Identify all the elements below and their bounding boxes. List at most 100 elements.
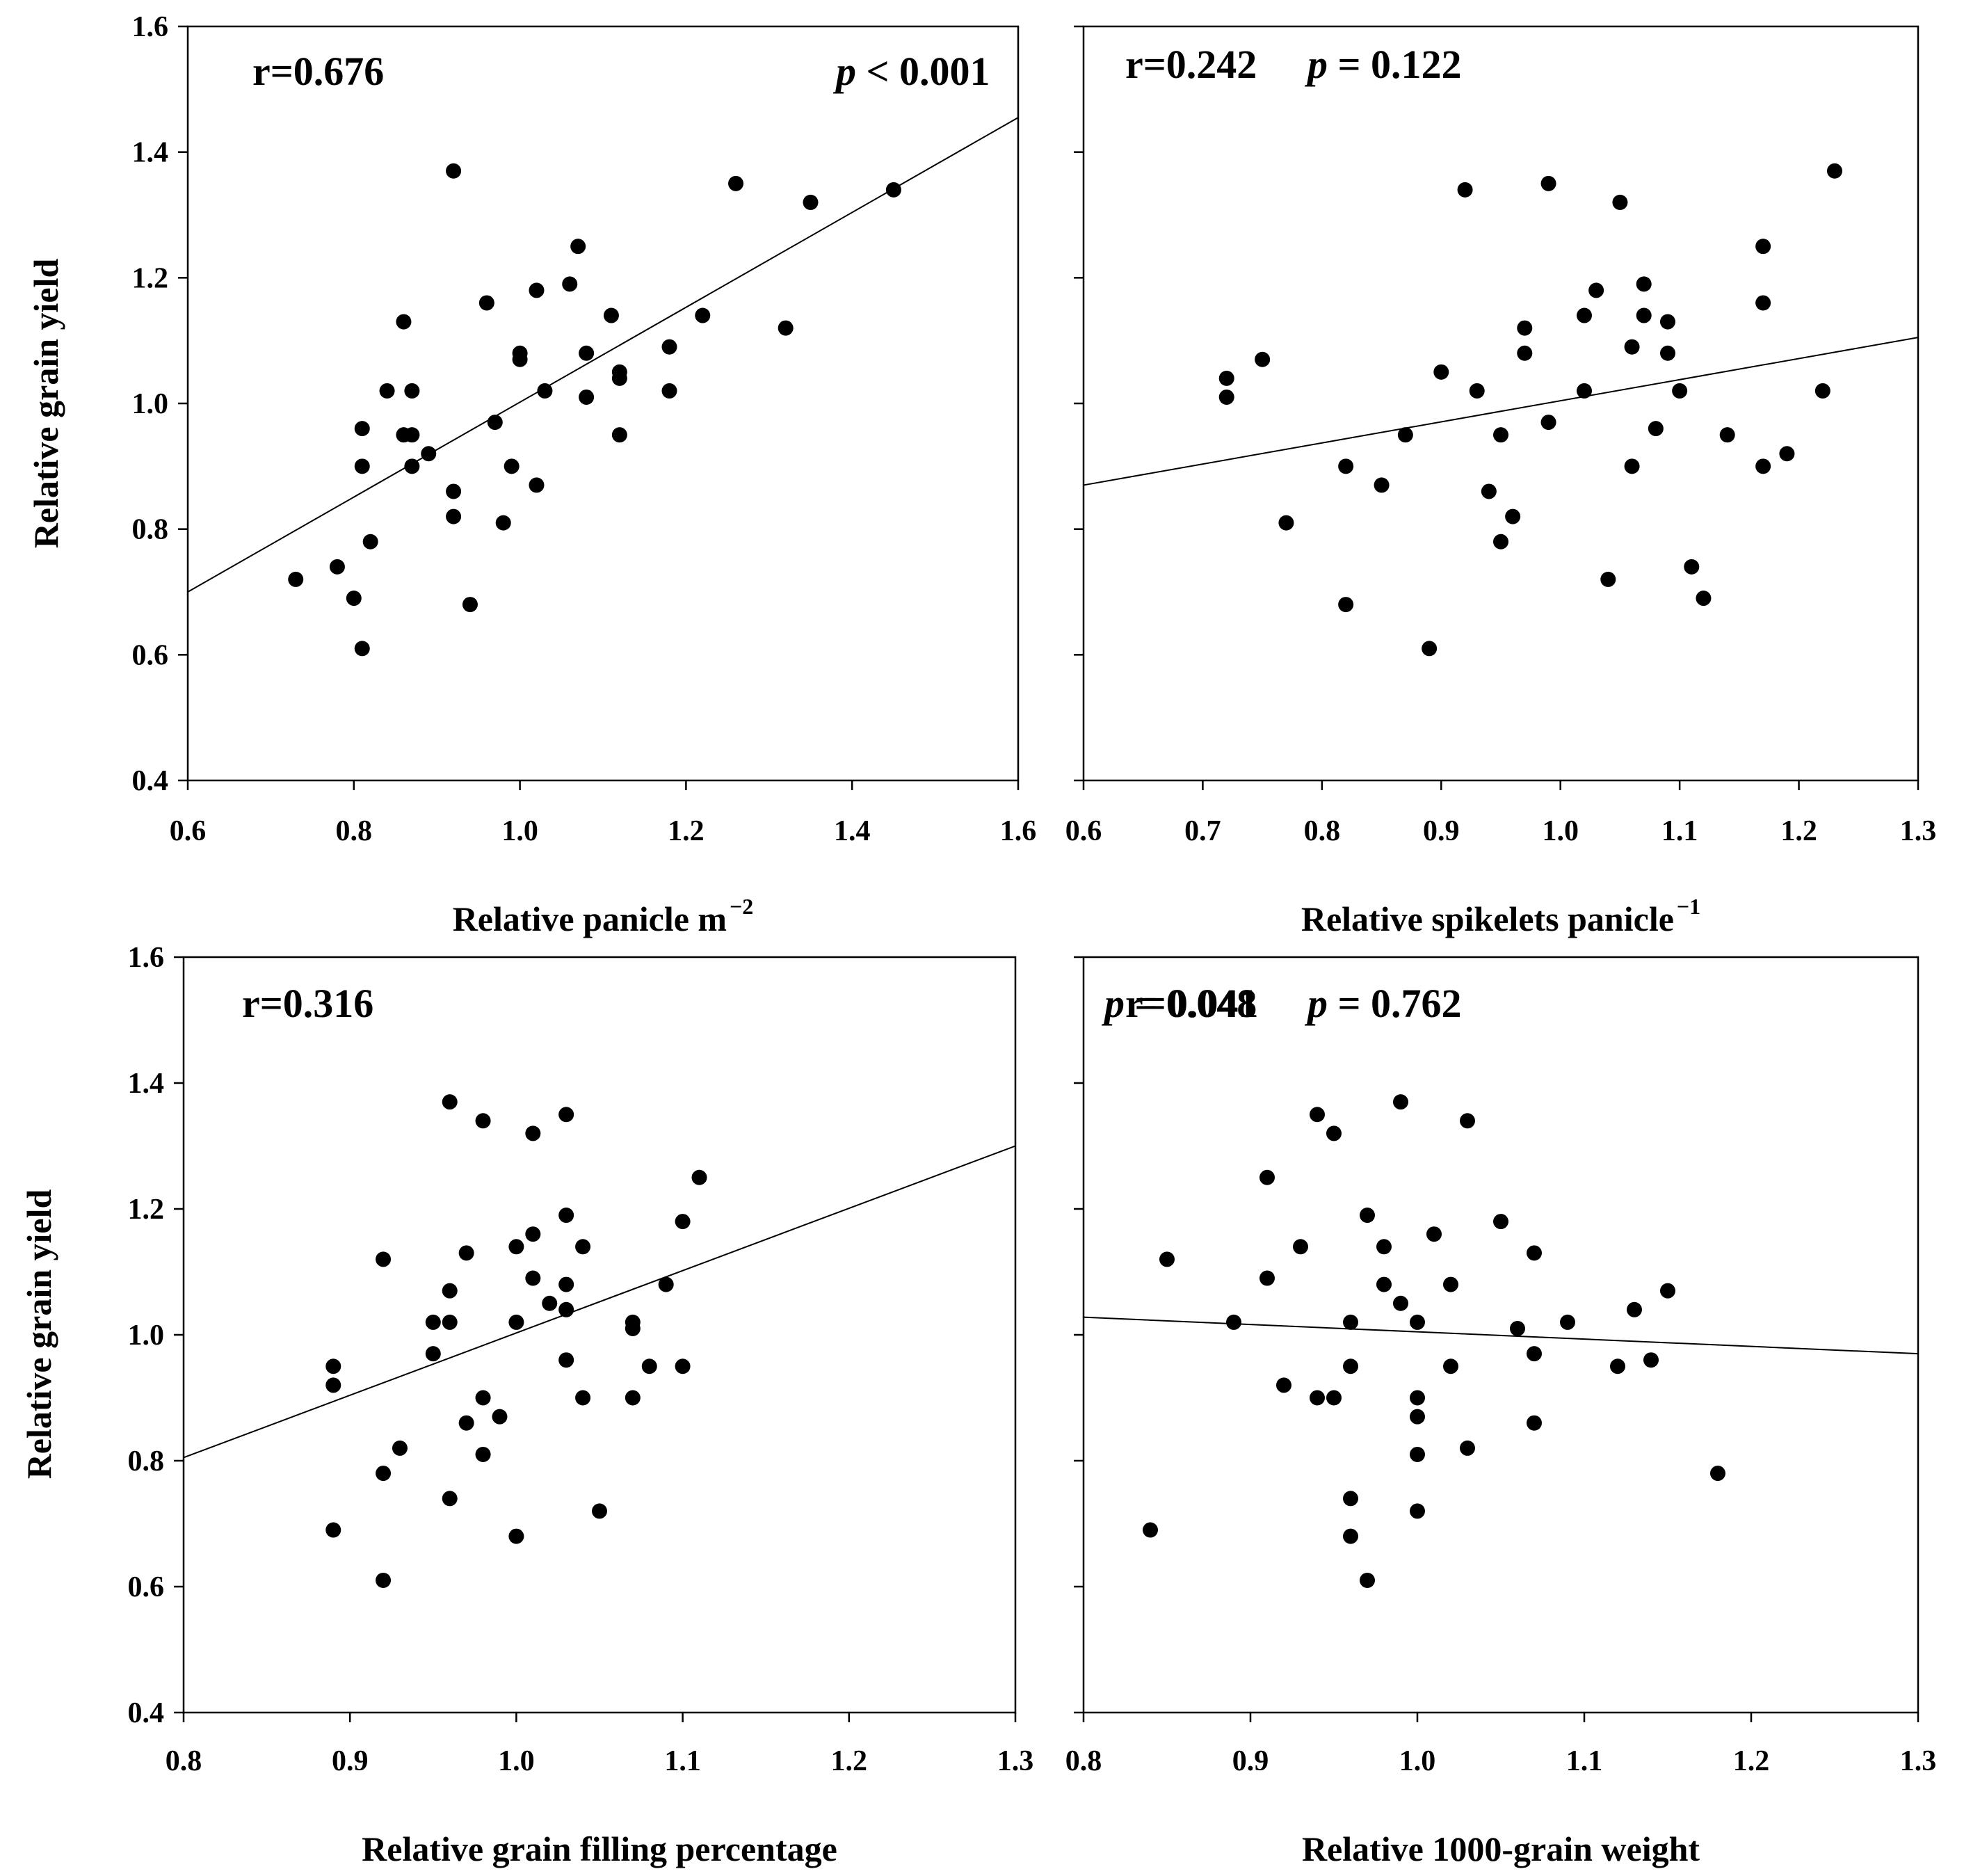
- panel-c-data-point: [475, 1390, 491, 1406]
- panel-b-data-point: [1755, 239, 1771, 255]
- panel-c-data-point: [558, 1352, 574, 1368]
- panel-d-data-point: [1460, 1113, 1475, 1129]
- panel-b-data-point: [1588, 282, 1604, 298]
- panel-b-data-point: [1493, 427, 1508, 443]
- panel-b-data-point: [1612, 194, 1628, 210]
- panel-c-data-point: [508, 1239, 524, 1255]
- panel-a-data-point: [446, 483, 462, 499]
- panel-c-x-axis-title: Relative grain filling percentage: [362, 1829, 837, 1868]
- panel-c-x-axis-title-main: Relative grain filling percentage: [362, 1829, 837, 1868]
- panel-a-y-tick-label: 1.4: [132, 137, 169, 169]
- panel-a-y-tick-label: 0.6: [132, 639, 169, 671]
- panel-a-data-point: [579, 389, 595, 405]
- panel-c-data-point: [508, 1528, 524, 1544]
- panel-a-data-point: [611, 427, 627, 443]
- panel-c-data-point: [376, 1572, 392, 1588]
- panel-c-y-tick-label: 0.4: [128, 1697, 165, 1729]
- panel-c-data-point: [425, 1346, 441, 1362]
- panel-d-data-point: [1393, 1094, 1408, 1110]
- panel-a-regression-line: [187, 117, 1019, 593]
- panel-b-x-axis-title-main: Relative spikelets panicle: [1301, 899, 1674, 938]
- panel-a-data-point: [354, 641, 370, 657]
- panel-a-y-tick-label: 1.6: [132, 11, 169, 43]
- panel-a-data-point: [396, 314, 412, 330]
- panel-b-data-point: [1624, 339, 1640, 355]
- panel-c-x-tick-label: 1.1: [664, 1745, 701, 1777]
- panel-d-x-tick-label: 1.2: [1733, 1745, 1770, 1777]
- panel-c-data-point: [325, 1377, 341, 1393]
- panel-d-data-point: [1343, 1358, 1358, 1374]
- panel-b-stat-r: r=0.242: [1125, 42, 1257, 87]
- panel-d-chart: 0.8 0.9 1.0 1.1 1.2 1.3r=0.048 p = 0.762Relati…: [1065, 956, 1936, 1868]
- panel-d-x-tick-label: 0.9: [1232, 1745, 1269, 1777]
- panel-b-x-axis-title-superscript: −1: [1677, 894, 1700, 919]
- panel-b-stat-p: p = 0.122: [1304, 42, 1462, 87]
- panel-a-data-point: [803, 194, 819, 210]
- panel-d-data-point: [1460, 1440, 1475, 1456]
- panel-c-data-point: [442, 1491, 458, 1507]
- panel-b-data-point: [1255, 351, 1271, 367]
- panel-b-x-tick-label: 0.8: [1304, 815, 1341, 847]
- panel-b-data-point: [1624, 458, 1640, 474]
- panel-a-data-point: [579, 345, 595, 361]
- panel-b-data-point: [1577, 307, 1592, 323]
- panel-b-data-point: [1827, 163, 1842, 179]
- panel-a-data-point: [661, 383, 677, 399]
- panel-d-data-point: [1310, 1390, 1325, 1406]
- panel-d-data-point: [1259, 1270, 1275, 1286]
- panel-c-stat-p-symbol: p: [1101, 981, 1125, 1026]
- panel-d-data-point: [1527, 1346, 1542, 1362]
- panel-d-data-point: [1410, 1314, 1425, 1330]
- panel-a-data-point: [537, 383, 553, 399]
- panel-a-y-tick-label: 1.0: [132, 388, 169, 420]
- panel-c-data-point: [542, 1295, 558, 1311]
- panel-c-data-point: [425, 1314, 441, 1330]
- panel-a-data-point: [478, 295, 494, 311]
- panel-c-plot-frame: [182, 956, 1017, 1714]
- panel-b-data-point: [1517, 345, 1533, 361]
- panel-d-data-point: [1376, 1276, 1392, 1292]
- panel-d-data-point: [1376, 1239, 1392, 1255]
- panel-b-data-point: [1648, 421, 1664, 437]
- panel-c-data-point: [376, 1466, 392, 1482]
- panel-c-y-tick-label: 0.6: [128, 1571, 165, 1603]
- panel-d-data-point: [1343, 1528, 1358, 1544]
- panel-c-regression-line: [183, 1145, 1016, 1459]
- panel-b-data-point: [1505, 508, 1521, 524]
- panel-d-data-point: [1660, 1283, 1675, 1299]
- panel-a-data-point: [695, 307, 711, 323]
- panel-d-stat-p-symbol: p: [1304, 981, 1328, 1026]
- panel-b-data-point: [1457, 182, 1473, 198]
- panel-c-data-point: [492, 1409, 508, 1425]
- panel-a-data-point: [603, 307, 619, 323]
- panel-a-data-point: [661, 339, 677, 355]
- panel-a-data-point: [288, 571, 304, 587]
- panel-b-x-tick-label: 0.9: [1423, 815, 1460, 847]
- panel-d-x-tick-label: 0.8: [1065, 1745, 1102, 1777]
- panel-d-x-axis-title-main: Relative 1000-grain weight: [1302, 1829, 1700, 1868]
- panel-a-x-tick-label: 1.6: [1000, 815, 1037, 847]
- panel-b-data-point: [1755, 295, 1771, 311]
- panel-d-data-point: [1410, 1390, 1425, 1406]
- panel-c-data-point: [558, 1276, 574, 1292]
- panel-d-x-axis-title: Relative 1000-grain weight: [1302, 1829, 1700, 1868]
- panel-c-x-tick-label: 0.9: [332, 1745, 369, 1777]
- panel-a-stat-p-value: < 0.001: [856, 49, 990, 94]
- panel-b-data-point: [1540, 415, 1556, 431]
- panel-b-data-point: [1374, 477, 1390, 493]
- panel-d-stat-p-value: = 0.762: [1328, 981, 1462, 1026]
- panel-c-data-point: [658, 1276, 674, 1292]
- panel-b-data-point: [1397, 427, 1413, 443]
- panel-a-y-tick-label: 0.4: [132, 765, 169, 797]
- panel-d-data-point: [1343, 1314, 1358, 1330]
- panel-b-data-point: [1636, 307, 1652, 323]
- panel-c-data-point: [442, 1314, 458, 1330]
- panel-b-data-point: [1218, 370, 1234, 386]
- panel-c-stat-r: r=0.316: [242, 981, 373, 1026]
- panel-c-y-tick-label: 0.8: [128, 1445, 165, 1477]
- panel-a-x-axis-title-superscript: −2: [730, 894, 753, 919]
- panel-d-data-point: [1326, 1390, 1342, 1406]
- panel-b-data-point: [1672, 383, 1688, 399]
- panel-a-data-point: [611, 370, 627, 386]
